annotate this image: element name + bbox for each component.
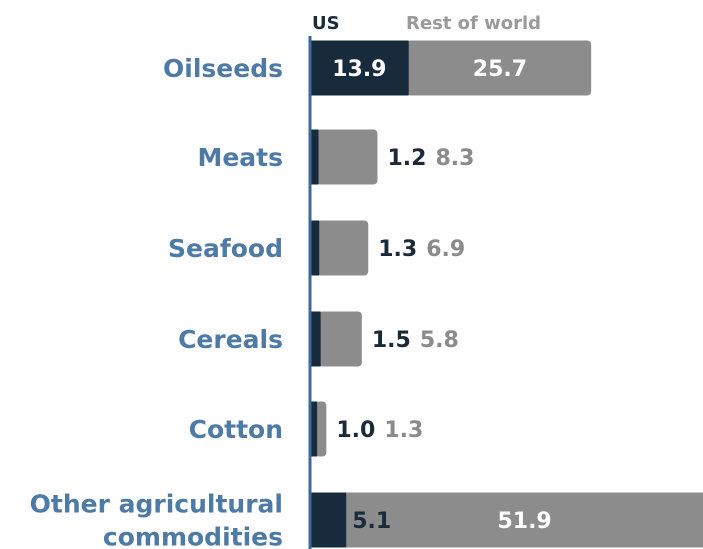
value-label-us-cereals: 1.5 <box>372 328 411 353</box>
value-label-rest-of-world-meats: 8.3 <box>435 146 474 171</box>
legend-item-rest-of-world: Rest of world <box>406 13 541 34</box>
value-label-rest-of-world-oilseeds: 25.7 <box>473 57 527 82</box>
bar-rest-of-world-other-agricultural-commodities <box>344 492 703 548</box>
category-label-meats: Meats <box>197 143 283 172</box>
chart-legend: US Rest of world <box>312 13 541 34</box>
value-label-rest-of-world-other-agricultural-commodities: 51.9 <box>497 509 551 534</box>
category-label-other-agricultural-commodities: commodities <box>103 523 283 549</box>
bar-us-oilseeds <box>310 40 409 96</box>
value-label-us-other-agricultural-commodities: 5.1 <box>352 509 391 534</box>
value-label-us-cotton: 1.0 <box>336 418 375 443</box>
value-label-rest-of-world-seafood: 6.9 <box>426 237 465 262</box>
value-label-us-meats: 1.2 <box>387 146 426 171</box>
bar-us-cereals <box>310 311 321 367</box>
legend-item-us: US <box>312 13 340 34</box>
bar-us-cotton <box>310 401 318 457</box>
bar-rest-of-world-seafood <box>317 220 369 276</box>
category-label-cereals: Cereals <box>178 325 283 354</box>
category-label-cotton: Cotton <box>189 415 283 444</box>
category-label-oilseeds: Oilseeds <box>163 54 283 83</box>
bar-group <box>310 40 703 548</box>
value-label-rest-of-world-cotton: 1.3 <box>384 418 423 443</box>
value-label-us-oilseeds: 13.9 <box>332 57 386 82</box>
bar-rest-of-world-cotton <box>315 401 327 457</box>
category-label-seafood: Seafood <box>168 234 283 263</box>
bar-rest-of-world-oilseeds <box>406 40 592 96</box>
bar-rest-of-world-meats <box>316 129 378 185</box>
category-label-other-agricultural-commodities: Other agricultural <box>30 490 283 519</box>
bar-us-other-agricultural-commodities <box>310 492 347 548</box>
bar-us-meats <box>310 129 319 185</box>
value-label-us-seafood: 1.3 <box>378 237 417 262</box>
value-labels: 13.9 25.7 1.2 8.3 1.3 6.9 1.5 5.8 1.0 1.3 5.1 51.9 <box>332 57 552 534</box>
bar-rest-of-world-cereals <box>318 311 362 367</box>
bar-us-seafood <box>310 220 320 276</box>
value-label-rest-of-world-cereals: 5.8 <box>420 328 459 353</box>
category-labels: Oilseeds Meats Seafood Cereals Cotton Other a… <box>30 54 283 549</box>
